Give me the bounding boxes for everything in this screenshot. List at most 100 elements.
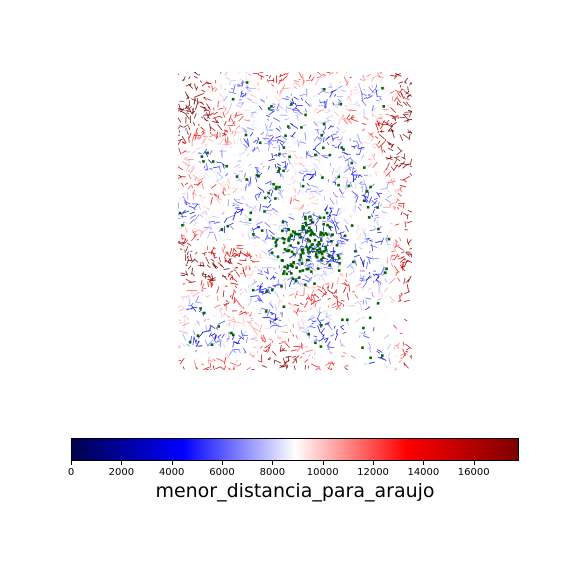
street-segment xyxy=(192,174,199,180)
street-segment xyxy=(294,81,301,87)
street-segment xyxy=(267,256,276,261)
street-segment xyxy=(196,180,203,187)
street-segment xyxy=(247,179,251,187)
street-segment xyxy=(336,208,340,216)
street-segment xyxy=(203,329,211,333)
street-segment xyxy=(285,362,288,370)
street-segment xyxy=(265,219,273,224)
street-segment xyxy=(361,154,365,159)
street-segment xyxy=(408,118,412,121)
street-segment xyxy=(270,189,274,197)
street-segment xyxy=(234,285,238,289)
location-marker xyxy=(283,248,287,251)
street-segment xyxy=(408,110,412,112)
street-segment xyxy=(402,163,409,169)
location-marker xyxy=(287,125,290,128)
street-segment xyxy=(227,107,232,114)
street-segment xyxy=(350,158,353,162)
street-segment xyxy=(200,265,205,267)
street-segment xyxy=(322,220,327,223)
street-segment xyxy=(372,208,375,214)
street-segment xyxy=(227,214,235,219)
street-segment xyxy=(230,276,238,283)
street-segment xyxy=(295,360,298,364)
street-segment xyxy=(319,310,326,314)
street-segment xyxy=(209,126,216,132)
location-marker xyxy=(339,102,343,106)
street-segment xyxy=(182,333,187,342)
street-segment xyxy=(395,189,399,193)
location-marker xyxy=(324,232,328,235)
location-marker xyxy=(309,215,312,218)
street-segment xyxy=(308,223,313,226)
street-segment xyxy=(201,311,205,317)
location-marker xyxy=(289,263,293,266)
location-marker xyxy=(317,241,321,244)
street-segment xyxy=(182,296,184,301)
street-segment xyxy=(278,79,284,82)
street-segment xyxy=(300,356,303,359)
street-segment xyxy=(188,83,194,89)
street-segment xyxy=(342,176,349,179)
street-segment xyxy=(325,258,332,265)
location-marker xyxy=(300,262,304,265)
street-segment xyxy=(294,290,298,299)
location-marker xyxy=(274,241,278,244)
street-segment xyxy=(400,256,405,259)
street-segment xyxy=(224,253,227,257)
street-segment xyxy=(291,83,294,88)
street-segment xyxy=(222,275,227,278)
street-segment xyxy=(403,362,405,366)
street-segment xyxy=(231,130,234,135)
street-segment xyxy=(293,96,299,100)
street-segment xyxy=(388,180,396,184)
street-segment xyxy=(324,126,327,131)
street-segment xyxy=(232,188,238,193)
location-marker xyxy=(230,331,233,335)
street-segment xyxy=(224,259,227,263)
street-segment xyxy=(283,165,286,168)
street-segment xyxy=(378,133,385,140)
street-segment xyxy=(203,211,208,215)
street-segment xyxy=(340,254,342,257)
street-segment xyxy=(285,105,288,114)
street-segment xyxy=(351,118,359,123)
location-marker xyxy=(350,224,354,227)
street-segment xyxy=(240,195,246,201)
street-segment xyxy=(285,86,292,94)
street-segment xyxy=(302,174,305,182)
street-segment xyxy=(229,80,232,86)
street-segment xyxy=(349,76,352,79)
street-segment xyxy=(387,125,394,132)
street-segment xyxy=(244,217,248,223)
street-segment xyxy=(304,274,311,280)
street-segment xyxy=(241,323,246,327)
location-marker xyxy=(318,242,321,246)
street-segment xyxy=(224,95,228,101)
street-segment xyxy=(202,131,204,135)
street-segment xyxy=(251,369,255,370)
street-segment xyxy=(182,209,186,214)
street-segment xyxy=(240,151,246,155)
street-segment xyxy=(390,155,392,158)
street-segment xyxy=(256,225,261,229)
street-segment xyxy=(192,108,194,114)
street-segment xyxy=(354,243,357,252)
street-segment xyxy=(229,102,233,110)
street-segment xyxy=(254,321,260,327)
location-marker xyxy=(322,122,326,126)
street-segment xyxy=(330,260,339,264)
street-segment xyxy=(191,184,194,189)
street-segment xyxy=(309,259,313,262)
location-marker xyxy=(293,231,297,234)
street-segment xyxy=(189,211,195,215)
street-segment xyxy=(178,116,182,123)
street-segment xyxy=(390,179,395,187)
street-segment xyxy=(240,101,245,107)
location-marker xyxy=(366,205,370,209)
street-segment xyxy=(186,251,189,256)
street-segment xyxy=(402,175,410,181)
street-segment xyxy=(221,246,225,254)
street-segment xyxy=(268,300,273,306)
street-segment xyxy=(210,175,213,177)
